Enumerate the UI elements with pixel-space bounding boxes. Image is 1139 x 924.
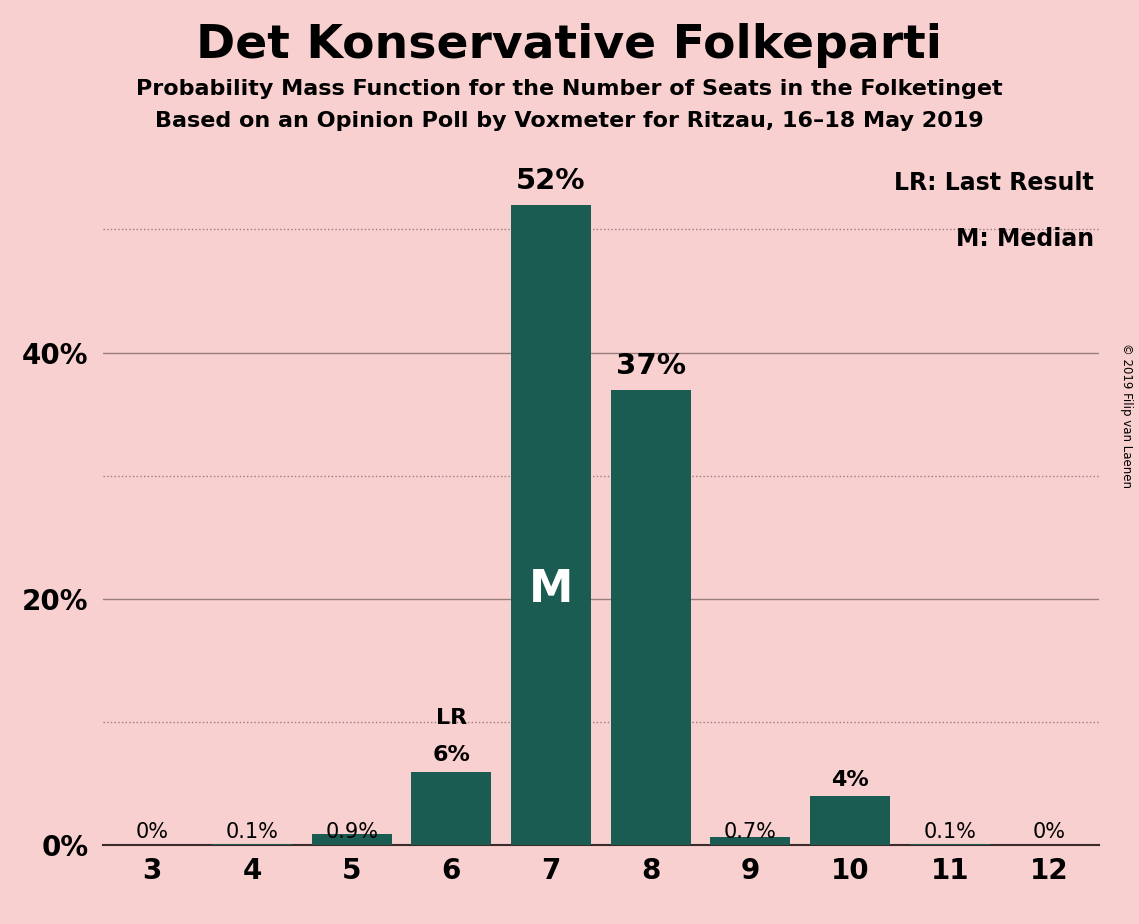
Text: 0.9%: 0.9% bbox=[325, 821, 378, 842]
Text: M: Median: M: Median bbox=[956, 227, 1095, 251]
Text: 0.1%: 0.1% bbox=[226, 821, 278, 842]
Text: 4%: 4% bbox=[831, 770, 869, 790]
Bar bbox=[711, 837, 790, 845]
Text: 6%: 6% bbox=[433, 746, 470, 765]
Text: M: M bbox=[528, 567, 573, 611]
Text: 0%: 0% bbox=[1033, 821, 1066, 842]
Text: 52%: 52% bbox=[516, 167, 585, 195]
Text: LR: Last Result: LR: Last Result bbox=[894, 171, 1095, 195]
Bar bbox=[511, 205, 591, 845]
Text: Det Konservative Folkeparti: Det Konservative Folkeparti bbox=[197, 23, 942, 68]
Text: LR: LR bbox=[436, 709, 467, 728]
Bar bbox=[411, 772, 491, 845]
Bar bbox=[810, 796, 890, 845]
Text: Probability Mass Function for the Number of Seats in the Folketinget: Probability Mass Function for the Number… bbox=[137, 79, 1002, 99]
Text: 0%: 0% bbox=[136, 821, 169, 842]
Text: 37%: 37% bbox=[616, 352, 686, 380]
Text: © 2019 Filip van Laenen: © 2019 Filip van Laenen bbox=[1121, 344, 1133, 488]
Bar bbox=[611, 390, 690, 845]
Text: 0.1%: 0.1% bbox=[924, 821, 976, 842]
Text: 0.7%: 0.7% bbox=[724, 821, 777, 842]
Bar bbox=[312, 834, 392, 845]
Text: Based on an Opinion Poll by Voxmeter for Ritzau, 16–18 May 2019: Based on an Opinion Poll by Voxmeter for… bbox=[155, 111, 984, 131]
